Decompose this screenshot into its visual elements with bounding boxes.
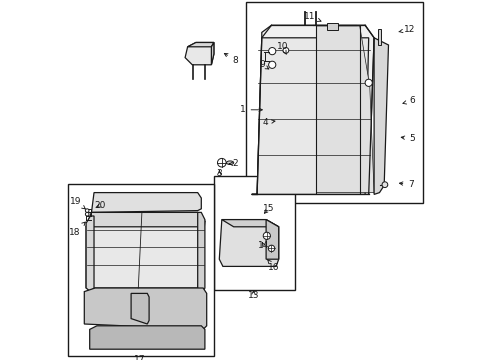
Polygon shape bbox=[187, 42, 213, 47]
Polygon shape bbox=[86, 212, 204, 227]
Circle shape bbox=[268, 48, 275, 55]
Text: 10: 10 bbox=[276, 42, 287, 54]
Polygon shape bbox=[377, 29, 380, 45]
Text: 4: 4 bbox=[262, 118, 274, 127]
Polygon shape bbox=[89, 326, 204, 349]
Polygon shape bbox=[316, 26, 373, 193]
Circle shape bbox=[263, 232, 270, 239]
Circle shape bbox=[85, 212, 89, 216]
Text: 18: 18 bbox=[69, 222, 85, 237]
Text: 8: 8 bbox=[224, 53, 238, 65]
Polygon shape bbox=[373, 38, 387, 194]
Text: 7: 7 bbox=[399, 180, 413, 189]
Polygon shape bbox=[185, 42, 213, 65]
Text: 12: 12 bbox=[398, 25, 415, 34]
Circle shape bbox=[217, 158, 225, 167]
Polygon shape bbox=[197, 212, 204, 292]
Polygon shape bbox=[86, 216, 94, 292]
Circle shape bbox=[283, 48, 288, 53]
Polygon shape bbox=[84, 288, 206, 329]
Polygon shape bbox=[251, 38, 368, 194]
Circle shape bbox=[268, 61, 275, 68]
Circle shape bbox=[365, 79, 371, 86]
Text: 9: 9 bbox=[258, 60, 268, 69]
Text: 14: 14 bbox=[257, 241, 269, 250]
Circle shape bbox=[268, 245, 274, 252]
Text: 1: 1 bbox=[239, 105, 262, 114]
Bar bbox=[213, 176, 294, 290]
Polygon shape bbox=[326, 23, 337, 30]
Text: 2: 2 bbox=[229, 159, 238, 168]
Text: 3: 3 bbox=[216, 169, 222, 178]
Polygon shape bbox=[251, 25, 373, 194]
Text: 13: 13 bbox=[247, 291, 259, 300]
Polygon shape bbox=[86, 212, 204, 288]
Circle shape bbox=[381, 182, 387, 188]
Text: 20: 20 bbox=[95, 201, 106, 210]
Text: 6: 6 bbox=[402, 96, 414, 105]
Polygon shape bbox=[222, 220, 278, 227]
Text: 17: 17 bbox=[134, 356, 145, 360]
Text: 19: 19 bbox=[70, 197, 85, 209]
Polygon shape bbox=[91, 193, 201, 212]
Bar bbox=[246, 2, 422, 203]
Text: 15: 15 bbox=[263, 204, 274, 213]
Polygon shape bbox=[265, 220, 278, 259]
Text: 16: 16 bbox=[267, 260, 279, 271]
Polygon shape bbox=[211, 42, 213, 65]
Polygon shape bbox=[219, 220, 278, 266]
Ellipse shape bbox=[226, 161, 233, 165]
Polygon shape bbox=[131, 293, 149, 324]
Bar bbox=[68, 184, 213, 356]
Text: 11: 11 bbox=[303, 12, 320, 22]
Text: 5: 5 bbox=[401, 134, 414, 143]
Circle shape bbox=[85, 209, 89, 212]
